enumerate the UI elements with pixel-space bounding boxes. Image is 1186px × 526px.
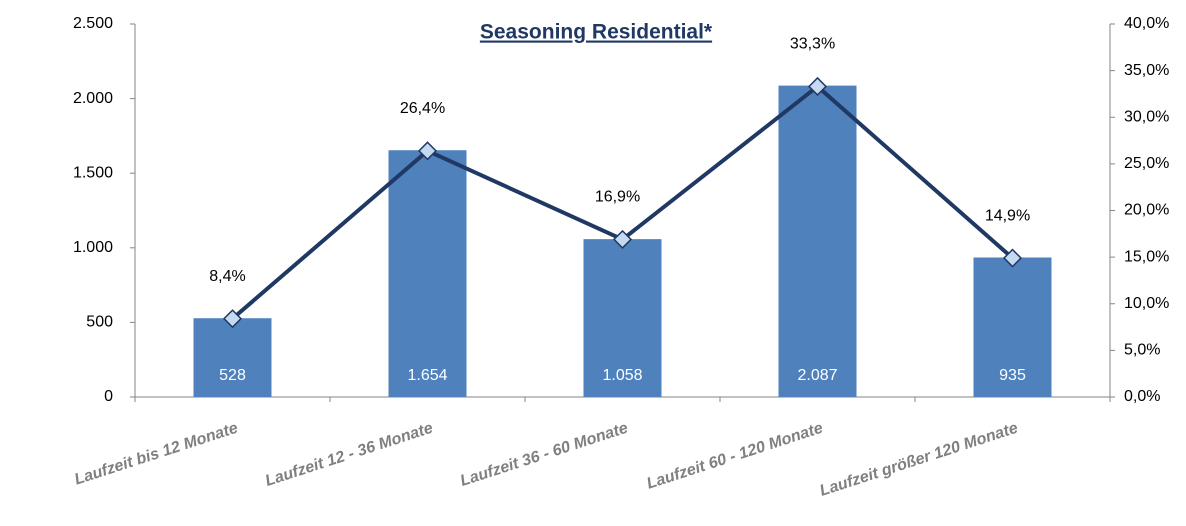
y2-tick-label: 25,0% — [1124, 155, 1169, 172]
y-tick-label: 500 — [86, 314, 113, 331]
marker — [612, 229, 633, 249]
line-label: 8,4% — [209, 268, 245, 285]
line-label: 33,3% — [790, 36, 835, 53]
y2-tick-label: 35,0% — [1124, 62, 1169, 79]
marker — [807, 76, 828, 97]
y-tick-label: 1.000 — [73, 239, 113, 256]
bar — [583, 239, 662, 397]
marker — [1002, 248, 1023, 268]
x-tick-label: Laufzeit bis 12 Monate — [72, 420, 240, 489]
bar — [778, 85, 857, 397]
y2-tick-label: 30,0% — [1124, 108, 1169, 125]
line-label: 16,9% — [595, 189, 640, 206]
y2-tick-label: 20,0% — [1124, 202, 1169, 219]
x-tick-label: Laufzeit größer 120 Monate — [818, 420, 1020, 500]
bar — [973, 257, 1052, 397]
marker — [222, 309, 243, 329]
line-label: 14,9% — [985, 207, 1030, 224]
y-tick-label: 2.000 — [73, 90, 113, 107]
bar-label: 2.087 — [797, 367, 837, 384]
x-tick-label: Laufzeit 60 - 120 Monate — [645, 420, 825, 493]
x-tick-label: Laufzeit 36 - 60 Monate — [458, 420, 630, 490]
y2-tick-label: 40,0% — [1124, 15, 1169, 32]
y2-tick-label: 5,0% — [1124, 342, 1160, 359]
y2-tick-label: 10,0% — [1124, 295, 1169, 312]
y2-tick-label: 0,0% — [1124, 388, 1160, 405]
bar — [193, 318, 272, 397]
bar-label: 1.654 — [407, 367, 447, 384]
x-tick-label: Laufzeit 12 - 36 Monate — [263, 420, 435, 490]
bar — [388, 150, 467, 397]
line-label: 26,4% — [400, 100, 445, 117]
marker — [417, 141, 438, 161]
y-tick-label: 0 — [104, 388, 113, 405]
y-tick-label: 2.500 — [73, 15, 113, 32]
y-tick-label: 1.500 — [73, 164, 113, 181]
bar-label: 528 — [219, 367, 246, 384]
y2-tick-label: 15,0% — [1124, 248, 1169, 265]
bar-label: 935 — [999, 367, 1026, 384]
chart-title: Seasoning Residential* — [480, 21, 713, 44]
bar-label: 1.058 — [602, 367, 642, 384]
